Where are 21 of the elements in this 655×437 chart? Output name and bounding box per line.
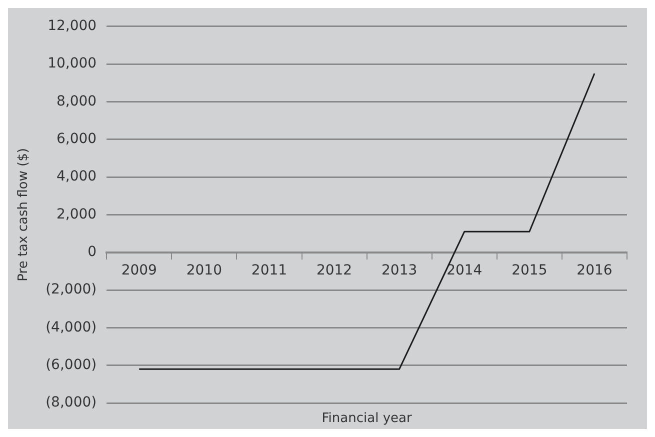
y-tick-label: 6,000 (56, 131, 97, 148)
y-tick-label: (6,000) (46, 356, 97, 373)
y-tick-label: 12,000 (48, 18, 97, 34)
y-tick-label: 8,000 (56, 93, 97, 110)
x-tick-label: 2011 (251, 262, 288, 278)
y-tick-label: 4,000 (56, 168, 97, 185)
x-tick-label: 2013 (382, 262, 418, 278)
y-tick-label: (8,000) (46, 394, 97, 411)
y-tick-label: (2,000) (46, 282, 97, 298)
x-tick-label: 2015 (512, 262, 548, 278)
y-tick-label: 10,000 (48, 56, 97, 72)
x-tick-label: 2009 (121, 262, 157, 278)
y-tick-label: 0 (88, 244, 97, 260)
x-tick-label: 2014 (446, 262, 482, 278)
y-tick-label: 2,000 (56, 206, 97, 222)
x-tick-label: 2010 (186, 262, 222, 278)
x-axis-title: Financial year (322, 410, 412, 426)
y-axis-title: Pre tax cash flow ($) (16, 148, 32, 282)
x-tick-label: 2012 (316, 262, 352, 278)
x-tick-label: 2016 (576, 262, 612, 278)
y-tick-label: (4,000) (46, 319, 97, 336)
